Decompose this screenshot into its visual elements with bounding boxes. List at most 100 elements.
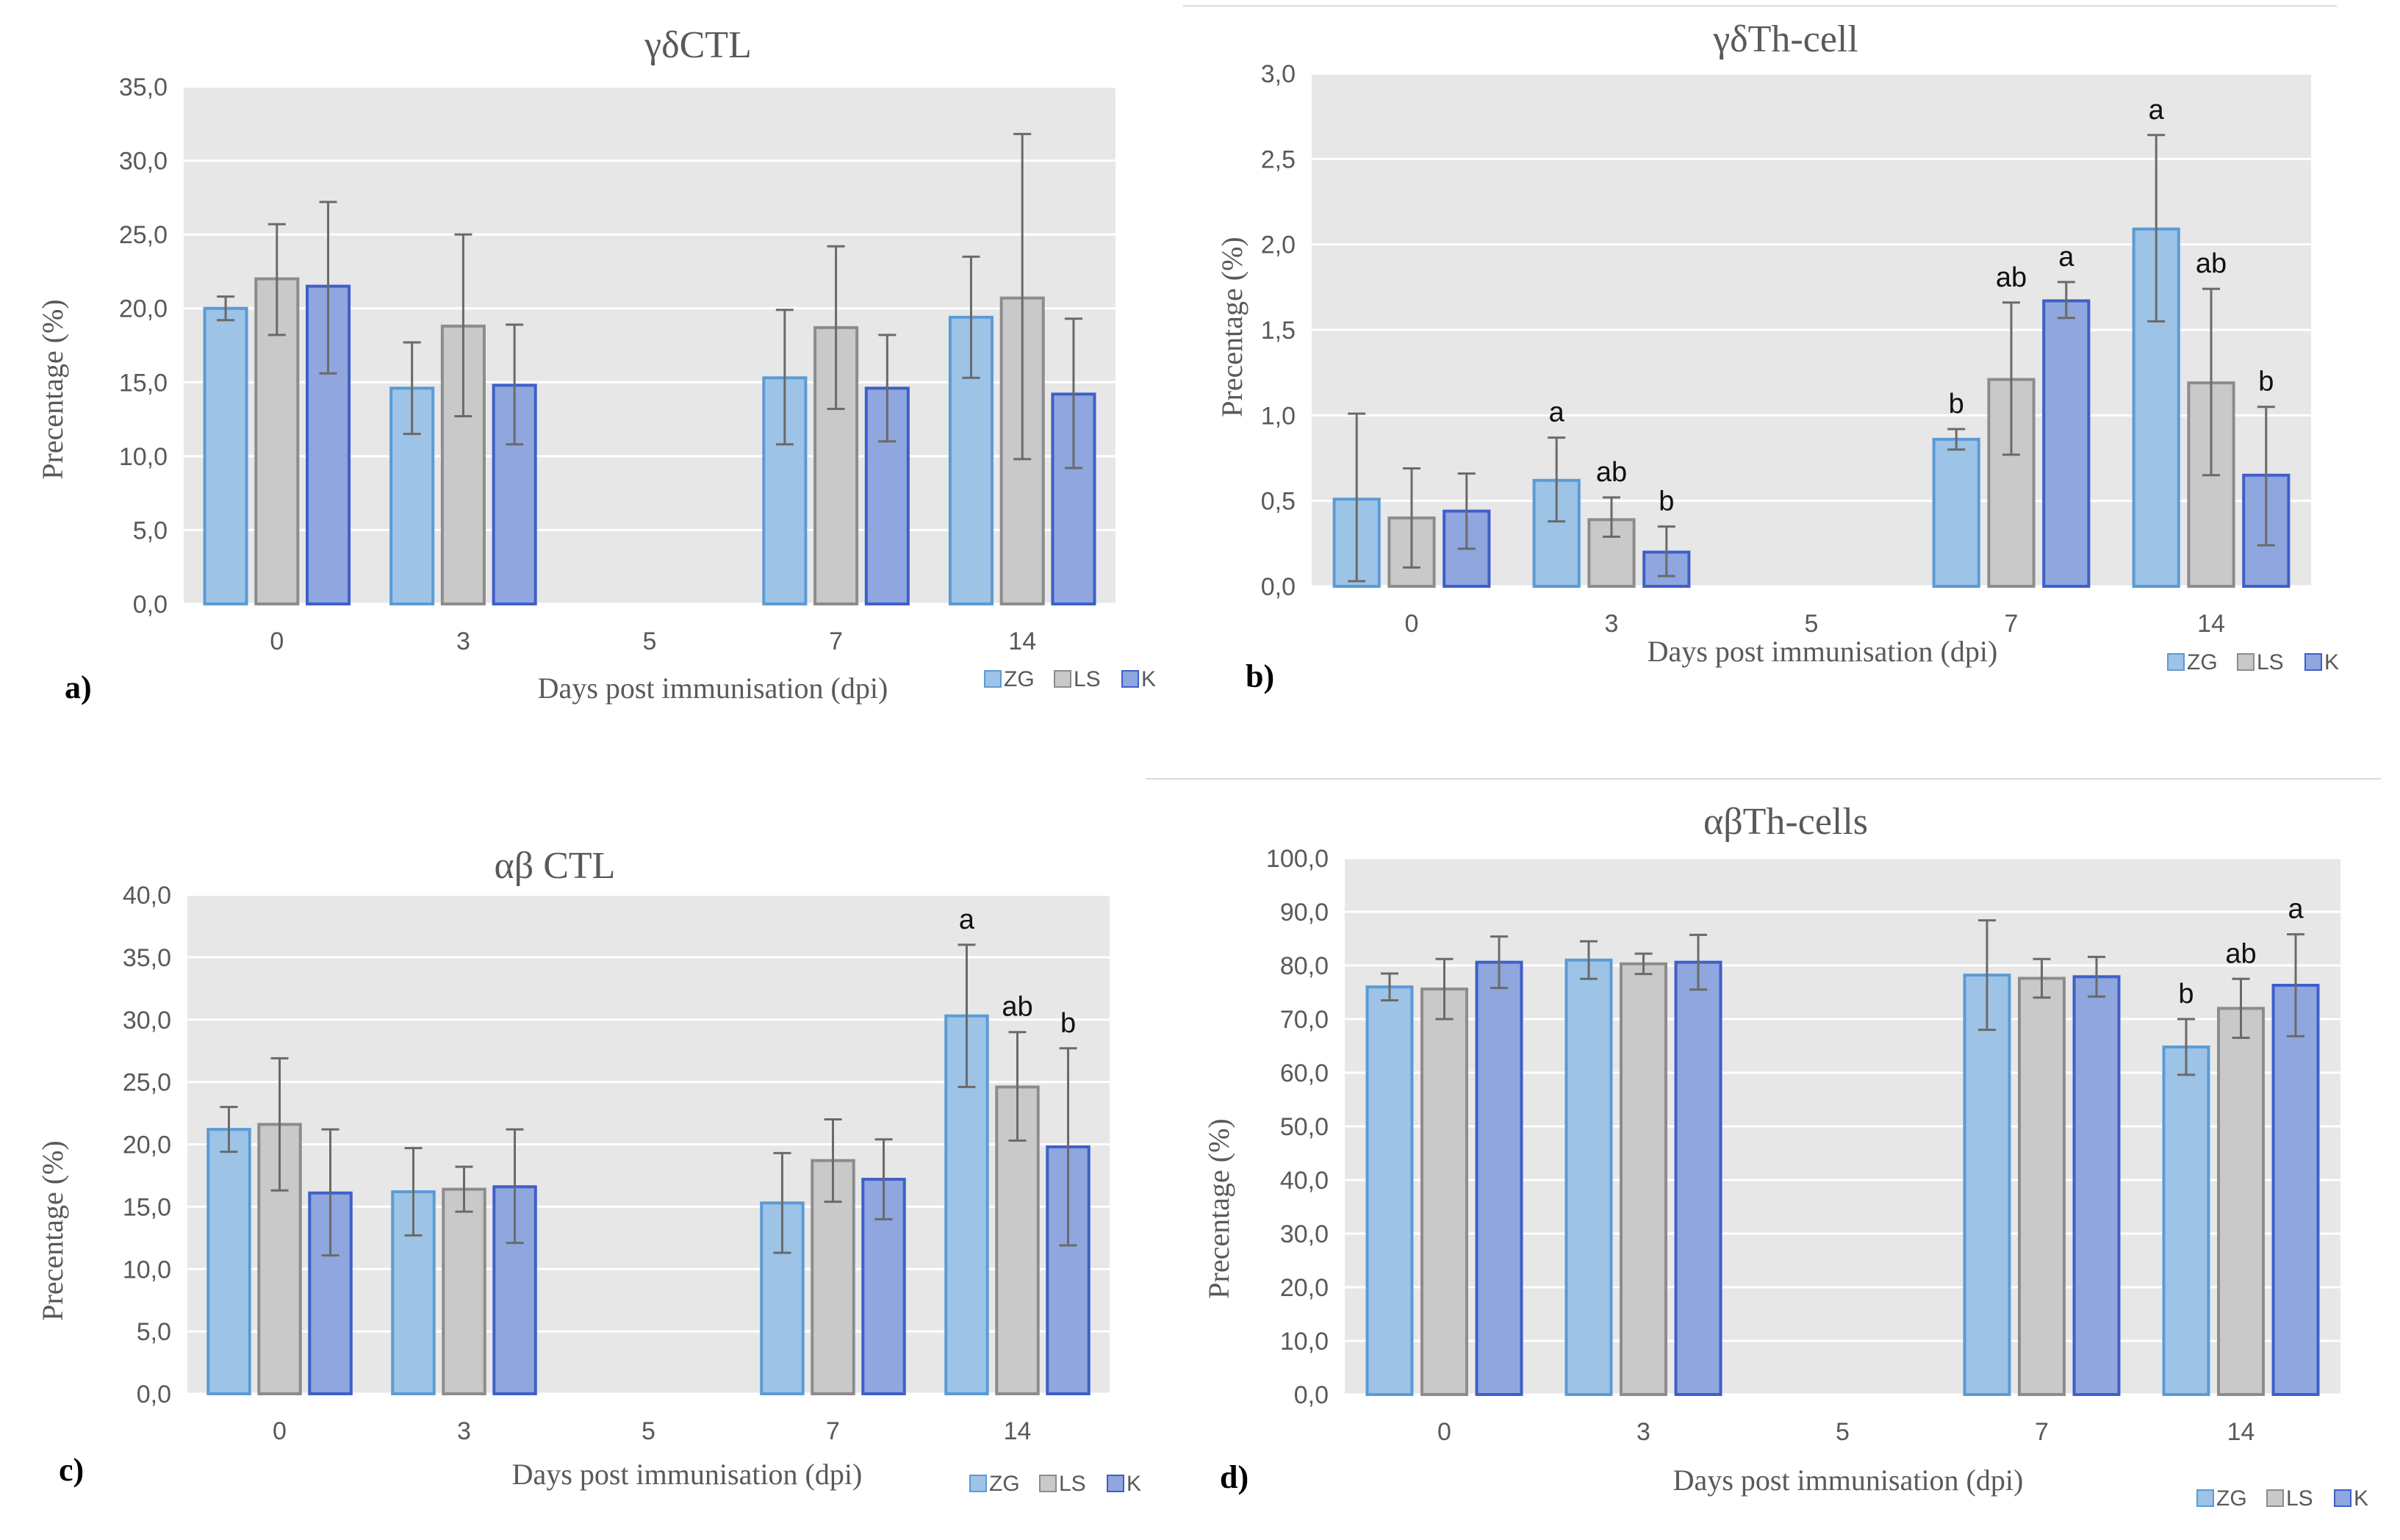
x-tick-label: 0 (270, 627, 284, 655)
chart-title: αβ CTL (495, 845, 616, 887)
y-axis-title: Precentage (%) (1215, 237, 1248, 417)
y-tick-label: 10,0 (1280, 1328, 1329, 1356)
significance-label: b (2258, 367, 2274, 397)
bar-zg-3 (389, 386, 435, 605)
significance-label: b (1060, 1008, 1076, 1039)
x-tick-label: 7 (2005, 610, 2019, 638)
legend-label-zg: ZG (2187, 650, 2218, 674)
x-tick-label: 7 (826, 1417, 840, 1445)
chart-panel-c: αβ CTL Days post immunisation (dpi) Prec… (36, 845, 1141, 1496)
plot-area: 0,0 5,0 10,0 15,0 20,0 25,0 30,0 35,0 40,0 0 3 5 7 14… (123, 882, 1110, 1445)
bar-ls-7 (2018, 976, 2066, 1396)
y-tick-label: 20,0 (1280, 1274, 1329, 1302)
bar-k-0 (1475, 960, 1523, 1396)
legend-label-k: K (2324, 650, 2339, 674)
legend-swatch-k (2304, 653, 2322, 671)
significance-label: ab (1996, 262, 2027, 293)
plot-area: 0,0 5,0 10,0 15,0 20,0 25,0 30,0 35,0 0 3 5 7 14 (119, 73, 1115, 655)
legend-label-ls: LS (1059, 1472, 1086, 1496)
legend-label-k: K (2354, 1486, 2368, 1511)
legend-label-ls: LS (1074, 667, 1101, 691)
chart-title: γδCTL (644, 24, 752, 66)
x-tick-label: 0 (1437, 1418, 1451, 1446)
y-tick-label: 50,0 (1280, 1113, 1329, 1141)
x-tick-label: 3 (1636, 1418, 1650, 1446)
significance-label: a (959, 904, 975, 935)
bar-ls-3 (1620, 962, 1667, 1397)
legend-label-zg: ZG (989, 1472, 1020, 1496)
bar-ls-0 (1420, 987, 1468, 1396)
y-tick-label: 10,0 (123, 1256, 171, 1284)
significance-label: a (2288, 894, 2304, 925)
x-tick-label: 5 (1836, 1418, 1850, 1446)
y-tick-label: 80,0 (1280, 952, 1329, 980)
panel-label: a) (65, 669, 92, 705)
x-tick-label: 7 (2035, 1418, 2049, 1446)
x-tick-label: 14 (1008, 627, 1036, 655)
y-tick-label: 15,0 (119, 369, 168, 397)
legend: ZG LS K (984, 667, 1156, 691)
y-tick-label: 2,0 (1261, 231, 1296, 259)
bar-ls-14 (2217, 1007, 2265, 1396)
bar-zg-14 (948, 315, 994, 605)
bar-zg-0 (206, 1128, 251, 1395)
y-axis-title: Precentage (%) (36, 1140, 69, 1320)
y-tick-label: 0,0 (137, 1381, 171, 1408)
bar-k-14 (2271, 984, 2320, 1396)
y-tick-label: 3,0 (1261, 60, 1296, 88)
x-tick-label: 5 (643, 627, 657, 655)
y-tick-label: 1,0 (1261, 402, 1296, 430)
legend-swatch-ls (1039, 1475, 1057, 1492)
panel-label: d) (1220, 1459, 1248, 1495)
y-tick-label: 30,0 (1280, 1220, 1329, 1248)
significance-label: b (1659, 486, 1674, 517)
legend-swatch-k (2334, 1489, 2352, 1507)
bar-zg-0 (203, 306, 248, 605)
y-tick-label: 60,0 (1280, 1059, 1329, 1087)
plot-area: 0,0 10,0 20,0 30,0 40,0 50,0 60,0 70,0 80,0 90,0 1… (1266, 845, 2340, 1446)
bar-zg-14 (2162, 1045, 2210, 1396)
significance-label: ab (1596, 457, 1627, 488)
legend-swatch-zg (2196, 1489, 2214, 1507)
legend-label-zg: ZG (2216, 1486, 2247, 1511)
y-tick-label: 20,0 (123, 1131, 171, 1159)
y-tick-label: 0,0 (1261, 573, 1296, 601)
x-tick-label: 5 (1805, 610, 1819, 638)
y-tick-label: 2,5 (1261, 145, 1296, 173)
legend-swatch-zg (984, 670, 1002, 688)
x-tick-label: 5 (642, 1417, 655, 1445)
significance-label: ab (2225, 938, 2256, 969)
chart-title: αβTh-cells (1703, 801, 1868, 843)
y-tick-label: 35,0 (119, 73, 168, 101)
x-tick-label: 14 (2227, 1418, 2255, 1446)
legend: ZG LS K (969, 1472, 1141, 1496)
bar-zg-3 (1564, 958, 1613, 1396)
bar-zg-7 (1932, 437, 1980, 589)
y-tick-label: 70,0 (1280, 1006, 1329, 1034)
y-tick-label: 1,5 (1261, 317, 1296, 345)
bar-k-7 (2072, 975, 2121, 1396)
significance-label: b (2178, 979, 2194, 1010)
y-tick-label: 5,0 (133, 517, 168, 544)
bar-k-7 (2042, 299, 2091, 588)
chart-panel-a: γδCTL Days post immunisation (dpi) Prece… (36, 24, 1156, 705)
y-tick-label: 30,0 (123, 1007, 171, 1035)
x-axis-title: Days post immunisation (dpi) (538, 672, 888, 705)
legend-label-k: K (1127, 1472, 1141, 1496)
x-tick-label: 3 (456, 627, 470, 655)
significance-label: ab (1002, 992, 1032, 1023)
y-tick-label: 90,0 (1280, 899, 1329, 926)
y-tick-label: 100,0 (1266, 845, 1329, 873)
legend: ZG LS K (2196, 1486, 2368, 1511)
panel-label: b) (1246, 658, 1274, 694)
panel-label: c) (59, 1452, 84, 1488)
chart-title: γδTh-cell (1712, 18, 1858, 60)
y-tick-label: 5,0 (137, 1318, 171, 1346)
y-tick-label: 0,5 (1261, 488, 1296, 516)
legend-label-ls: LS (2257, 650, 2284, 674)
x-tick-label: 0 (273, 1417, 287, 1445)
x-tick-label: 7 (829, 627, 843, 655)
y-tick-label: 35,0 (123, 944, 171, 972)
